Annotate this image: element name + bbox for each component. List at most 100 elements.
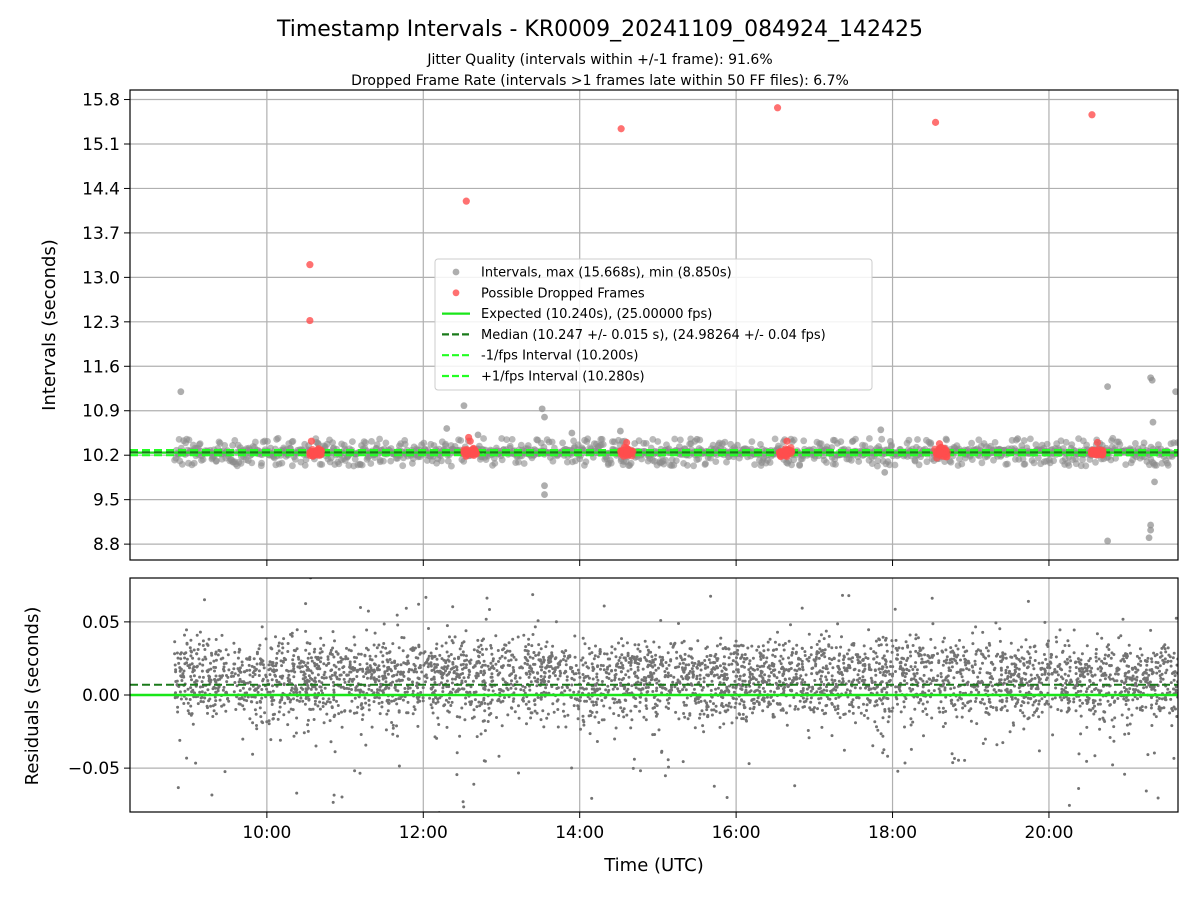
residual-point: [224, 709, 228, 713]
residual-point: [1154, 660, 1158, 664]
chart-subtitle-jitter: Jitter Quality (intervals within +/-1 fr…: [426, 52, 772, 68]
residual-point: [864, 686, 867, 690]
residual-point: [703, 699, 707, 703]
residual-point: [553, 657, 557, 661]
residual-point: [981, 681, 985, 685]
interval-point: [817, 440, 825, 448]
residual-point: [437, 670, 441, 674]
residual-point: [613, 647, 617, 651]
residual-point: [787, 639, 791, 643]
interval-outlier-point: [1148, 376, 1156, 384]
residual-point: [286, 723, 290, 727]
residual-point: [222, 685, 226, 689]
residual-point: [1157, 707, 1161, 711]
residual-point: [264, 637, 268, 641]
interval-point: [968, 456, 976, 463]
residual-point: [1135, 684, 1139, 688]
residual-point: [604, 688, 608, 692]
residual-point: [533, 709, 537, 713]
residual-point: [584, 661, 588, 665]
residual-point: [758, 651, 762, 655]
residual-point: [534, 654, 538, 657]
residual-point: [304, 697, 308, 700]
residual-point: [1040, 697, 1044, 701]
interval-point: [549, 457, 557, 465]
residual-point: [1062, 696, 1066, 700]
interval-point: [289, 462, 296, 470]
residual-point: [308, 642, 312, 646]
residual-point: [1098, 678, 1102, 682]
residual-point: [663, 670, 667, 673]
residual-point: [270, 647, 274, 651]
residual-point: [836, 707, 840, 711]
residual-point: [1085, 687, 1089, 691]
residual-point: [1128, 687, 1132, 691]
residual-point: [974, 652, 978, 656]
residual-point: [1144, 668, 1148, 672]
residual-point: [879, 732, 883, 736]
residual-point: [1078, 704, 1082, 708]
residual-point: [848, 664, 851, 668]
residual-point: [619, 706, 623, 710]
residual-point: [857, 669, 861, 673]
dropped-frame-outlier-point: [306, 261, 314, 269]
residual-point: [437, 723, 441, 726]
residual-point: [992, 688, 996, 692]
residual-point: [551, 644, 555, 648]
residual-point: [511, 699, 515, 703]
interval-outlier-point: [443, 425, 451, 432]
residual-point: [282, 713, 286, 717]
residual-point: [430, 669, 434, 672]
residual-point: [583, 642, 587, 646]
residual-point: [985, 646, 988, 650]
residual-point: [358, 667, 362, 671]
residual-point: [1034, 687, 1038, 691]
residual-point: [839, 645, 843, 649]
residual-point: [645, 645, 649, 649]
residual-point: [1011, 721, 1015, 725]
residual-point: [563, 654, 566, 658]
residual-point: [1005, 699, 1009, 703]
interval-point: [607, 459, 615, 467]
residual-point: [1098, 727, 1102, 731]
residual-point: [289, 698, 293, 702]
residual-point: [646, 653, 650, 657]
residual-point: [486, 664, 490, 668]
residual-point: [702, 712, 706, 716]
residual-point: [1141, 673, 1145, 676]
residual-point: [270, 695, 274, 699]
residual-point: [722, 722, 726, 726]
residual-point: [877, 662, 881, 666]
residual-point: [260, 696, 264, 700]
legend: Intervals, max (15.668s), min (8.850s)Po…: [434, 258, 873, 391]
residual-point: [855, 696, 859, 700]
interval-point: [349, 438, 356, 445]
residual-point: [303, 679, 307, 683]
interval-point: [221, 442, 229, 449]
residual-point: [1112, 739, 1116, 743]
residual-point: [573, 655, 577, 659]
residual-point: [959, 658, 962, 662]
residual-point: [822, 683, 826, 686]
residual-point: [672, 675, 676, 679]
residual-point: [743, 679, 747, 683]
residual-point: [358, 690, 362, 694]
residual-point: [1079, 714, 1083, 718]
residual-point: [275, 651, 279, 655]
residual-point: [1078, 674, 1082, 678]
residual-point: [422, 663, 426, 667]
residual-point: [306, 661, 310, 665]
residual-point: [634, 674, 638, 678]
residual-point: [517, 704, 520, 708]
residual-point: [683, 657, 687, 661]
residual-point: [887, 669, 891, 673]
residual-point: [581, 636, 585, 640]
residual-point: [551, 667, 555, 671]
interval-point: [480, 435, 487, 442]
residual-point: [446, 658, 450, 662]
residual-point: [558, 674, 562, 678]
residual-point: [800, 606, 804, 610]
residual-point: [1097, 657, 1101, 661]
residual-point: [258, 706, 262, 710]
residual-point: [1064, 686, 1068, 690]
